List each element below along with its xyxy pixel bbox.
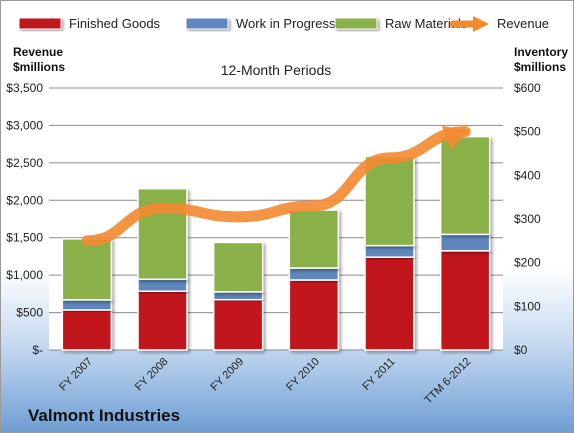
right-tick-label: $500 bbox=[514, 125, 541, 139]
right-tick-label: $600 bbox=[514, 81, 541, 95]
bar-work-in-progress bbox=[288, 267, 340, 281]
bar-finished-goods bbox=[212, 298, 264, 351]
bar-work-in-progress bbox=[439, 233, 491, 252]
bar-raw-materials bbox=[288, 209, 340, 269]
left-tick-label: $1,500 bbox=[6, 231, 43, 245]
legend-label: Work in Progress bbox=[236, 16, 336, 31]
x-tick-label: FY 2011 bbox=[360, 356, 397, 393]
left-tick-label: $2,000 bbox=[6, 193, 43, 207]
left-tick-label: $3,500 bbox=[6, 81, 43, 95]
bar-work-in-progress bbox=[364, 244, 415, 258]
bar-finished-goods bbox=[61, 309, 113, 351]
left-tick-label: $3,000 bbox=[6, 118, 43, 132]
right-axis-title: Inventory bbox=[514, 45, 568, 59]
x-tick-label: FY 2010 bbox=[284, 356, 322, 394]
right-tick-label: $300 bbox=[514, 212, 541, 226]
left-axis-title: Revenue bbox=[13, 45, 63, 59]
left-tick-label: $- bbox=[32, 343, 43, 357]
legend-label: Raw Materials bbox=[385, 16, 468, 31]
right-tick-label: $0 bbox=[514, 343, 528, 357]
legend-arrow-revenue bbox=[473, 16, 489, 32]
right-axis-title: $millions bbox=[514, 60, 566, 74]
bar-raw-materials bbox=[212, 241, 264, 293]
bar-raw-materials bbox=[137, 187, 188, 281]
left-tick-label: $500 bbox=[16, 306, 43, 320]
x-tick-label: FY 2008 bbox=[133, 356, 171, 394]
company-name: Valmont Industries bbox=[28, 406, 181, 425]
x-tick-label: FY 2009 bbox=[209, 356, 247, 394]
bar-finished-goods bbox=[137, 290, 188, 351]
bar-finished-goods bbox=[364, 256, 415, 351]
revenue-line bbox=[81, 126, 471, 247]
x-tick-label: TTM 6-2012 bbox=[422, 356, 473, 407]
bar-finished-goods bbox=[288, 279, 340, 351]
plot-area bbox=[49, 88, 503, 350]
bar-raw-materials bbox=[364, 155, 415, 247]
bar-work-in-progress bbox=[137, 278, 188, 292]
right-tick-label: $200 bbox=[514, 256, 541, 270]
left-axis-title: $millions bbox=[13, 60, 65, 74]
bar-raw-materials bbox=[61, 238, 113, 301]
left-tick-label: $1,000 bbox=[6, 268, 43, 282]
legend-label: Finished Goods bbox=[69, 16, 161, 31]
x-tick-label: FY 2007 bbox=[57, 356, 95, 394]
chart-title: 12-Month Periods bbox=[221, 62, 332, 78]
left-tick-label: $2,500 bbox=[6, 156, 43, 170]
legend-swatch-raw-materials bbox=[334, 17, 378, 30]
right-tick-label: $400 bbox=[514, 168, 541, 182]
right-tick-label: $100 bbox=[514, 299, 541, 313]
bar-finished-goods bbox=[439, 250, 491, 351]
legend-label: Revenue bbox=[497, 16, 549, 31]
bar-raw-materials bbox=[439, 135, 491, 236]
bar-work-in-progress bbox=[212, 291, 264, 301]
legend-swatch-finished-goods bbox=[18, 17, 62, 30]
legend-swatch-work-in-progress bbox=[185, 17, 229, 30]
bar-work-in-progress bbox=[61, 299, 113, 311]
revenue-arrowhead bbox=[442, 125, 469, 151]
